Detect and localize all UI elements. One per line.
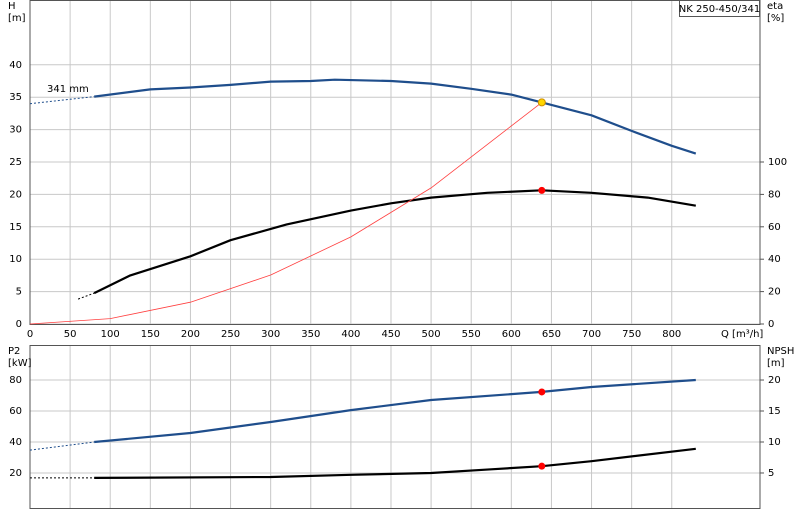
plot-frame <box>29 345 761 509</box>
x-tick-label: 150 <box>141 329 160 340</box>
curve <box>29 102 543 325</box>
y-axis-label: P2 <box>8 346 20 357</box>
x-tick-label: 650 <box>542 329 561 340</box>
y-axis-unit: [kW] <box>8 358 32 369</box>
y-tick-label: 40 <box>9 60 22 71</box>
y-tick-label: 20 <box>9 189 22 200</box>
x-tick-label: 50 <box>64 329 77 340</box>
x-tick-label: 800 <box>662 329 681 340</box>
x-label-bg <box>716 327 760 341</box>
x-tick-label: 0 <box>27 329 33 340</box>
curve <box>93 189 696 295</box>
y-tick-label: 15 <box>9 222 22 233</box>
y-tick-label: 40 <box>9 437 22 448</box>
y-tick-label: 35 <box>9 92 22 103</box>
curve <box>94 78 697 155</box>
curve-extension <box>77 292 95 300</box>
y2-tick-label: 5 <box>768 468 774 479</box>
y-tick-label: 80 <box>9 375 22 386</box>
duty-point <box>538 388 546 396</box>
duty-point <box>538 462 546 470</box>
plot-background <box>30 345 760 508</box>
duty-point <box>538 186 546 194</box>
x-tick-label: 450 <box>381 329 400 340</box>
y2-tick-label: 100 <box>768 157 787 168</box>
y-axis-unit: [m] <box>8 13 26 24</box>
y-tick-label: 10 <box>9 254 22 265</box>
y2-tick-label: 10 <box>768 437 781 448</box>
x-tick-label: 200 <box>181 329 200 340</box>
x-tick-label: 100 <box>101 329 120 340</box>
y2-axis-label: NPSH <box>767 346 794 357</box>
y-axis-label: H <box>8 1 16 12</box>
title-box <box>679 0 760 17</box>
duty-point <box>537 98 546 107</box>
x-tick-label: 500 <box>422 329 441 340</box>
x-tick-label: 300 <box>261 329 280 340</box>
x-tick-label: 750 <box>622 329 641 340</box>
y2-axis-label: eta <box>767 1 783 12</box>
y2-axis-unit: [m] <box>767 358 785 369</box>
y2-tick-label: 80 <box>768 189 781 200</box>
x-tick-label: 550 <box>462 329 481 340</box>
curve-extension <box>29 96 95 105</box>
x-tick-label: 600 <box>502 329 521 340</box>
curve <box>94 447 696 479</box>
x-tick-label: 700 <box>582 329 601 340</box>
curve <box>94 378 696 444</box>
x-tick-label: 400 <box>341 329 360 340</box>
x-tick-label: 350 <box>301 329 320 340</box>
y2-tick-label: 0 <box>768 319 774 330</box>
y-tick-label: 5 <box>16 287 22 298</box>
y2-axis-unit: [%] <box>767 13 784 24</box>
curve-annotation: 341 mm <box>47 84 89 95</box>
y-tick-label: 30 <box>9 125 22 136</box>
x-tick-label: 250 <box>221 329 240 340</box>
y-tick-label: 60 <box>9 406 22 417</box>
chart-title: NK 250-450/341 <box>679 4 760 15</box>
y2-tick-label: 40 <box>768 254 781 265</box>
y-tick-label: 25 <box>9 157 22 168</box>
y2-tick-label: 20 <box>768 375 781 386</box>
y2-tick-label: 15 <box>768 406 781 417</box>
y2-tick-label: 60 <box>768 222 781 233</box>
y-tick-label: 20 <box>9 468 22 479</box>
y-tick-label: 0 <box>16 319 22 330</box>
y2-tick-label: 20 <box>768 287 781 298</box>
plot-frame <box>29 0 761 325</box>
curve-extension <box>29 441 95 451</box>
x-axis-label: Q [m³/h] <box>721 329 763 340</box>
